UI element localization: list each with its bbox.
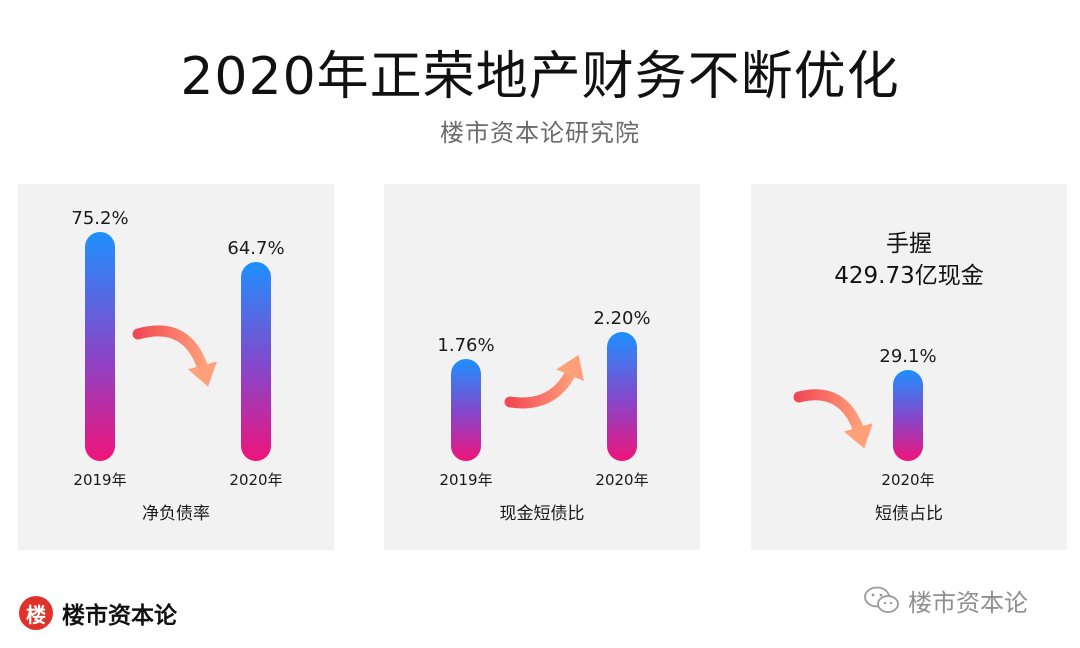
page-subtitle: 楼市资本论研究院 bbox=[440, 119, 640, 147]
bar-1 bbox=[451, 359, 481, 461]
trend-arrow-head-icon bbox=[556, 354, 584, 382]
wechat-icon bbox=[864, 586, 899, 613]
value-label-1: 75.2% bbox=[71, 208, 128, 229]
cash-note-line-1: 手握 bbox=[886, 231, 932, 257]
category-label-2: 2020年 bbox=[229, 471, 282, 489]
cash-short-debt-ratio-chart: 1.76% 2019年 2.20% 2020年 bbox=[437, 308, 650, 489]
bar-2 bbox=[241, 262, 271, 461]
bar-1 bbox=[893, 370, 923, 461]
chart-panel-net-debt-ratio: 75.2% 2019年 64.7% 2020年 净负债率 bbox=[18, 184, 334, 550]
category-label-1: 2019年 bbox=[73, 471, 126, 489]
page-title: 2020年正荣地产财务不断优化 bbox=[180, 47, 900, 107]
net-debt-ratio-chart: 75.2% 2019年 64.7% 2020年 bbox=[71, 208, 284, 489]
bar-1 bbox=[85, 232, 115, 461]
bar-2 bbox=[607, 332, 637, 461]
value-label-1: 1.76% bbox=[437, 335, 494, 356]
value-label-2: 2.20% bbox=[593, 308, 650, 329]
brand-logo: 楼 楼市资本论 bbox=[19, 596, 177, 630]
trend-arrow-head-icon bbox=[187, 361, 217, 387]
cash-note-line-2: 429.73亿现金 bbox=[834, 263, 984, 289]
logo-text: 楼市资本论 bbox=[62, 602, 177, 629]
trend-arrow-head-icon bbox=[843, 423, 873, 449]
category-label-2: 2020年 bbox=[595, 471, 648, 489]
chart-label-cash-short-debt-ratio: 现金短债比 bbox=[499, 504, 585, 524]
cash-note: 手握 429.73亿现金 bbox=[751, 228, 1067, 292]
chart-panel-short-debt-share: 手握 429.73亿现金 29.1% 2020年 短债占比 bbox=[751, 184, 1067, 550]
chart-panel-cash-short-debt-ratio: 1.76% 2019年 2.20% 2020年 现金短债比 bbox=[384, 184, 700, 550]
category-label-1: 2019年 bbox=[439, 471, 492, 489]
watermark-text: 楼市资本论 bbox=[908, 588, 1028, 617]
chart-label-short-debt-share: 短债占比 bbox=[875, 504, 943, 524]
trend-arrow-down-icon bbox=[132, 325, 211, 381]
category-label-1: 2020年 bbox=[881, 471, 934, 489]
value-label-2: 64.7% bbox=[227, 238, 284, 259]
trend-arrow-down-icon bbox=[793, 389, 867, 443]
chart-label-net-debt-ratio: 净负债率 bbox=[142, 504, 210, 524]
logo-badge-icon: 楼 bbox=[19, 596, 53, 630]
watermark: 楼市资本论 bbox=[862, 583, 1028, 617]
short-debt-share-chart: 29.1% 2020年 bbox=[793, 346, 937, 489]
value-label-1: 29.1% bbox=[879, 346, 936, 367]
